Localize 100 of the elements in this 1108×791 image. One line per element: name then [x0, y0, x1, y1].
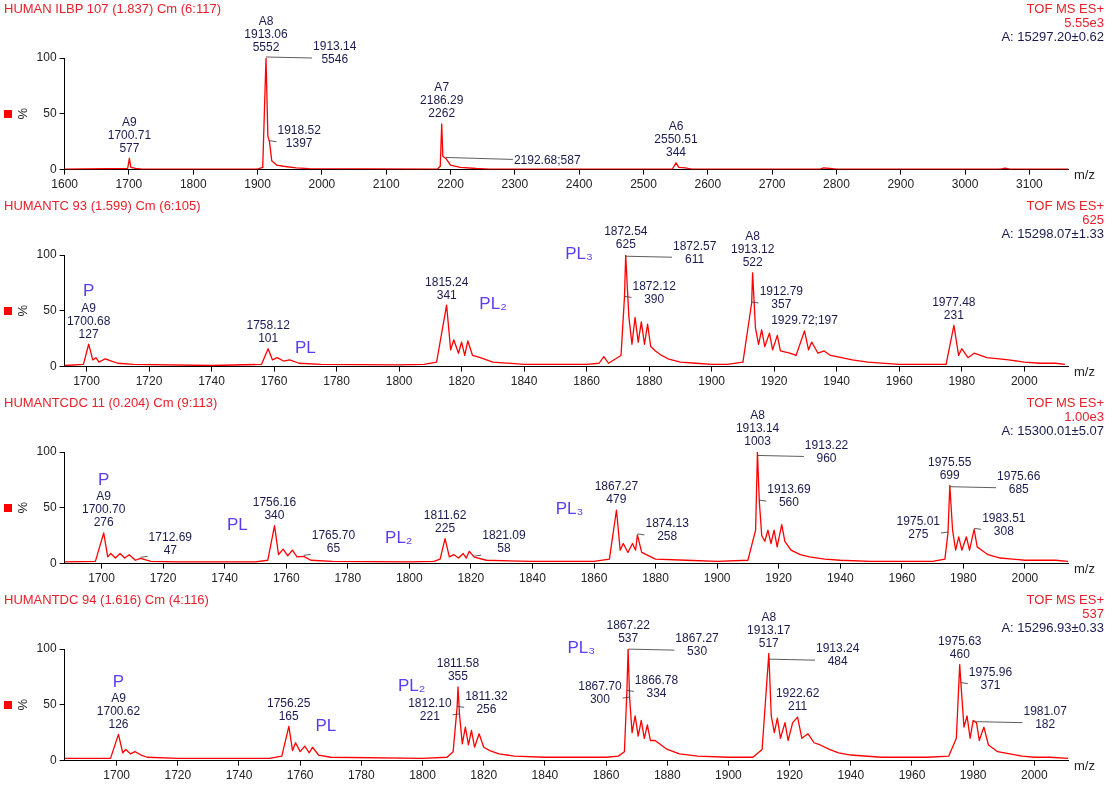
text: 1.00e3 — [1064, 409, 1104, 425]
x-tick-label: 1760 — [272, 571, 300, 586]
x-tick-label: 2300 — [501, 177, 529, 192]
x-tick-label: 1720 — [135, 374, 163, 389]
text: A: 15297.20±0.62 — [1001, 29, 1104, 45]
y-tick-label: 100 — [36, 247, 57, 262]
annotation: A9 1700.62 126 — [96, 690, 141, 731]
annotation: A8 1913.14 1003 — [735, 408, 780, 449]
annotation: P — [82, 281, 95, 301]
x-tick-label: 1740 — [198, 374, 226, 389]
annotation: P — [112, 671, 125, 691]
x-tick-label: 2500 — [630, 177, 658, 192]
x-tick-label: 1760 — [286, 768, 314, 783]
annotation: 1975.55 699 — [927, 454, 972, 482]
y-tick-label: 100 — [36, 641, 57, 656]
annotation: 1975.96 371 — [968, 664, 1013, 692]
x-tick-label: 1980 — [948, 374, 976, 389]
y-tick-label: 0 — [49, 358, 57, 373]
x-tick-label: 1860 — [592, 768, 620, 783]
y-tick-label: 0 — [49, 555, 57, 570]
x-tick-label: 1820 — [470, 768, 498, 783]
x-tick-label: 2700 — [758, 177, 786, 192]
y-axis-title: % — [15, 107, 31, 120]
annotation: 1815.24 341 — [425, 274, 469, 302]
x-tick-label: 1940 — [823, 374, 851, 389]
x-tick-label: 1960 — [885, 374, 913, 389]
annotation: 1983.51 308 — [982, 510, 1026, 538]
annotation: 1913.24 484 — [815, 641, 860, 669]
y-tick-label: 100 — [36, 444, 57, 459]
x-tick-label: 1960 — [898, 768, 926, 783]
x-tick-label: 1940 — [826, 571, 854, 586]
annotation: A9 1700.68 127 — [66, 300, 111, 341]
annotation: 1765.70 65 — [311, 527, 356, 555]
x-tick-label: 1900 — [715, 768, 743, 783]
y-tick-label: 100 — [36, 50, 57, 65]
x-tick-label: 1900 — [698, 374, 726, 389]
x-tick-label: 2000 — [1021, 768, 1049, 783]
annotation: 1756.16 340 — [252, 494, 297, 522]
x-tick-label: 2200 — [437, 177, 465, 192]
annotation: PL — [294, 337, 316, 357]
x-tick-label: 2400 — [565, 177, 593, 192]
x-tick-label: 1740 — [211, 571, 239, 586]
x-tick-label: 1880 — [635, 374, 663, 389]
x-tick-label: 1820 — [448, 374, 476, 389]
x-tick-label: 1880 — [653, 768, 681, 783]
text: TOF MS ES+ — [1026, 198, 1104, 214]
x-tick-label: 2000 — [1011, 571, 1039, 586]
x-tick-label: 2900 — [887, 177, 915, 192]
x-tick-label: 1720 — [149, 571, 177, 586]
x-tick-label: 1760 — [260, 374, 288, 389]
y-tick-label: 50 — [43, 500, 57, 515]
annotation: 1929.72;197 — [771, 313, 839, 328]
x-tick-label: 1900 — [244, 177, 272, 192]
x-tick-label: 2000 — [308, 177, 336, 192]
x-tick-label: 1920 — [765, 571, 793, 586]
annotation: 1913.22 960 — [804, 437, 849, 465]
annotation: PL₂ — [479, 294, 507, 314]
annotation: 1872.54 625 — [604, 224, 648, 252]
x-tick-label: 1840 — [510, 374, 538, 389]
text: 537 — [1082, 606, 1104, 622]
annotation: 1811.62 225 — [423, 507, 467, 535]
x-tick-label: 1860 — [573, 374, 601, 389]
x-tick-label: 1820 — [457, 571, 485, 586]
y-tick-label: 50 — [43, 303, 57, 318]
annotation: PL₂ — [397, 676, 426, 696]
annotation: 1812.10 221 — [408, 696, 452, 724]
chart-title: HUMANTC 93 (1.599) Cm (6:105) — [4, 198, 201, 214]
x-tick-label: 1840 — [519, 571, 547, 586]
text: TOF MS ES+ — [1026, 395, 1104, 411]
annotation: 2192.68;587 — [513, 152, 581, 167]
x-tick-label: 1700 — [73, 374, 101, 389]
chart-title: HUMANTCDC 11 (0.204) Cm (9:113) — [4, 395, 218, 411]
y-tick-label: 0 — [49, 161, 57, 176]
annotation: 1913.14 5546 — [313, 39, 357, 67]
x-tick-label: 1880 — [642, 571, 670, 586]
x-tick-label: 1780 — [348, 768, 376, 783]
y-tick-label: 50 — [43, 106, 57, 121]
x-tick-label: 1800 — [409, 768, 437, 783]
text: TOF MS ES+ — [1026, 1, 1104, 17]
annotation: 1758.12 101 — [246, 318, 291, 346]
x-axis-title: m/z — [1074, 167, 1095, 183]
annotation: 1918.52 1397 — [277, 123, 322, 151]
annotation: 1981.07 182 — [1023, 703, 1068, 731]
x-tick-label: 1800 — [179, 177, 207, 192]
text: A: 15296.93±0.33 — [1001, 620, 1104, 636]
x-tick-label: 1920 — [776, 768, 804, 783]
y-axis-title: % — [15, 304, 31, 317]
annotation: 1913.69 560 — [767, 482, 811, 510]
x-tick-label: 1780 — [334, 571, 362, 586]
annotation: A8 1913.06 5552 — [244, 14, 288, 55]
annotation: A8 1913.12 522 — [730, 229, 775, 270]
x-tick-label: 3100 — [1016, 177, 1044, 192]
x-axis-title: m/z — [1074, 364, 1095, 380]
annotation: 1977.48 231 — [932, 294, 976, 322]
x-tick-label: 1700 — [88, 571, 116, 586]
y-tick-label: 0 — [49, 752, 57, 767]
text: A: 15300.01±5.07 — [1001, 423, 1104, 439]
annotation: 1872.57 611 — [672, 238, 717, 266]
text: 625 — [1082, 212, 1104, 228]
annotation: 1867.27 530 — [675, 631, 720, 659]
